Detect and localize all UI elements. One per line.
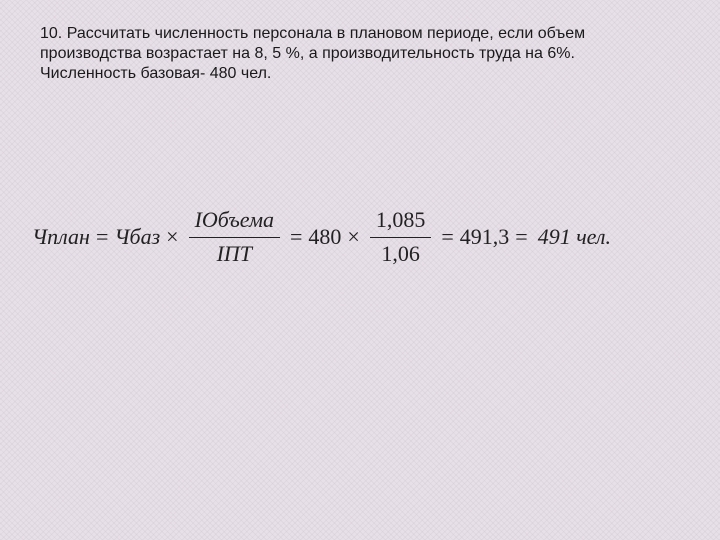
formula: Чплан = Чбаз × IОбъема IПТ = 480 × 1,085… <box>32 206 611 268</box>
fraction-1-denominator: IПТ <box>211 240 258 269</box>
times-sign-1: × <box>166 224 178 250</box>
result-final: 491 чел. <box>538 224 611 250</box>
constant-480: 480 <box>308 224 341 250</box>
problem-line-2: производства возрастает на 8, 5 %, а про… <box>40 45 575 62</box>
equals-sign-4: = <box>515 224 527 250</box>
fraction-2-bar <box>370 237 432 238</box>
problem-line-3: Численность базовая- 480 чел. <box>40 65 271 82</box>
fraction-1-numerator: IОбъема <box>189 206 280 235</box>
fraction-1-bar <box>189 237 280 238</box>
fraction-2: 1,085 1,06 <box>370 206 432 268</box>
problem-statement: 10. Рассчитать численность персонала в п… <box>40 24 680 84</box>
equals-sign-2: = <box>290 224 302 250</box>
times-sign-2: × <box>347 224 359 250</box>
fraction-2-numerator: 1,085 <box>370 206 432 235</box>
equals-sign: = <box>96 224 108 250</box>
formula-rhs1: Чбаз <box>114 224 160 250</box>
result-decimal: 491,3 <box>460 224 510 250</box>
fraction-2-denominator: 1,06 <box>375 240 426 269</box>
fraction-1: IОбъема IПТ <box>189 206 280 268</box>
problem-line-1: 10. Рассчитать численность персонала в п… <box>40 25 585 42</box>
formula-lhs: Чплан <box>32 224 90 250</box>
equals-sign-3: = <box>441 224 453 250</box>
